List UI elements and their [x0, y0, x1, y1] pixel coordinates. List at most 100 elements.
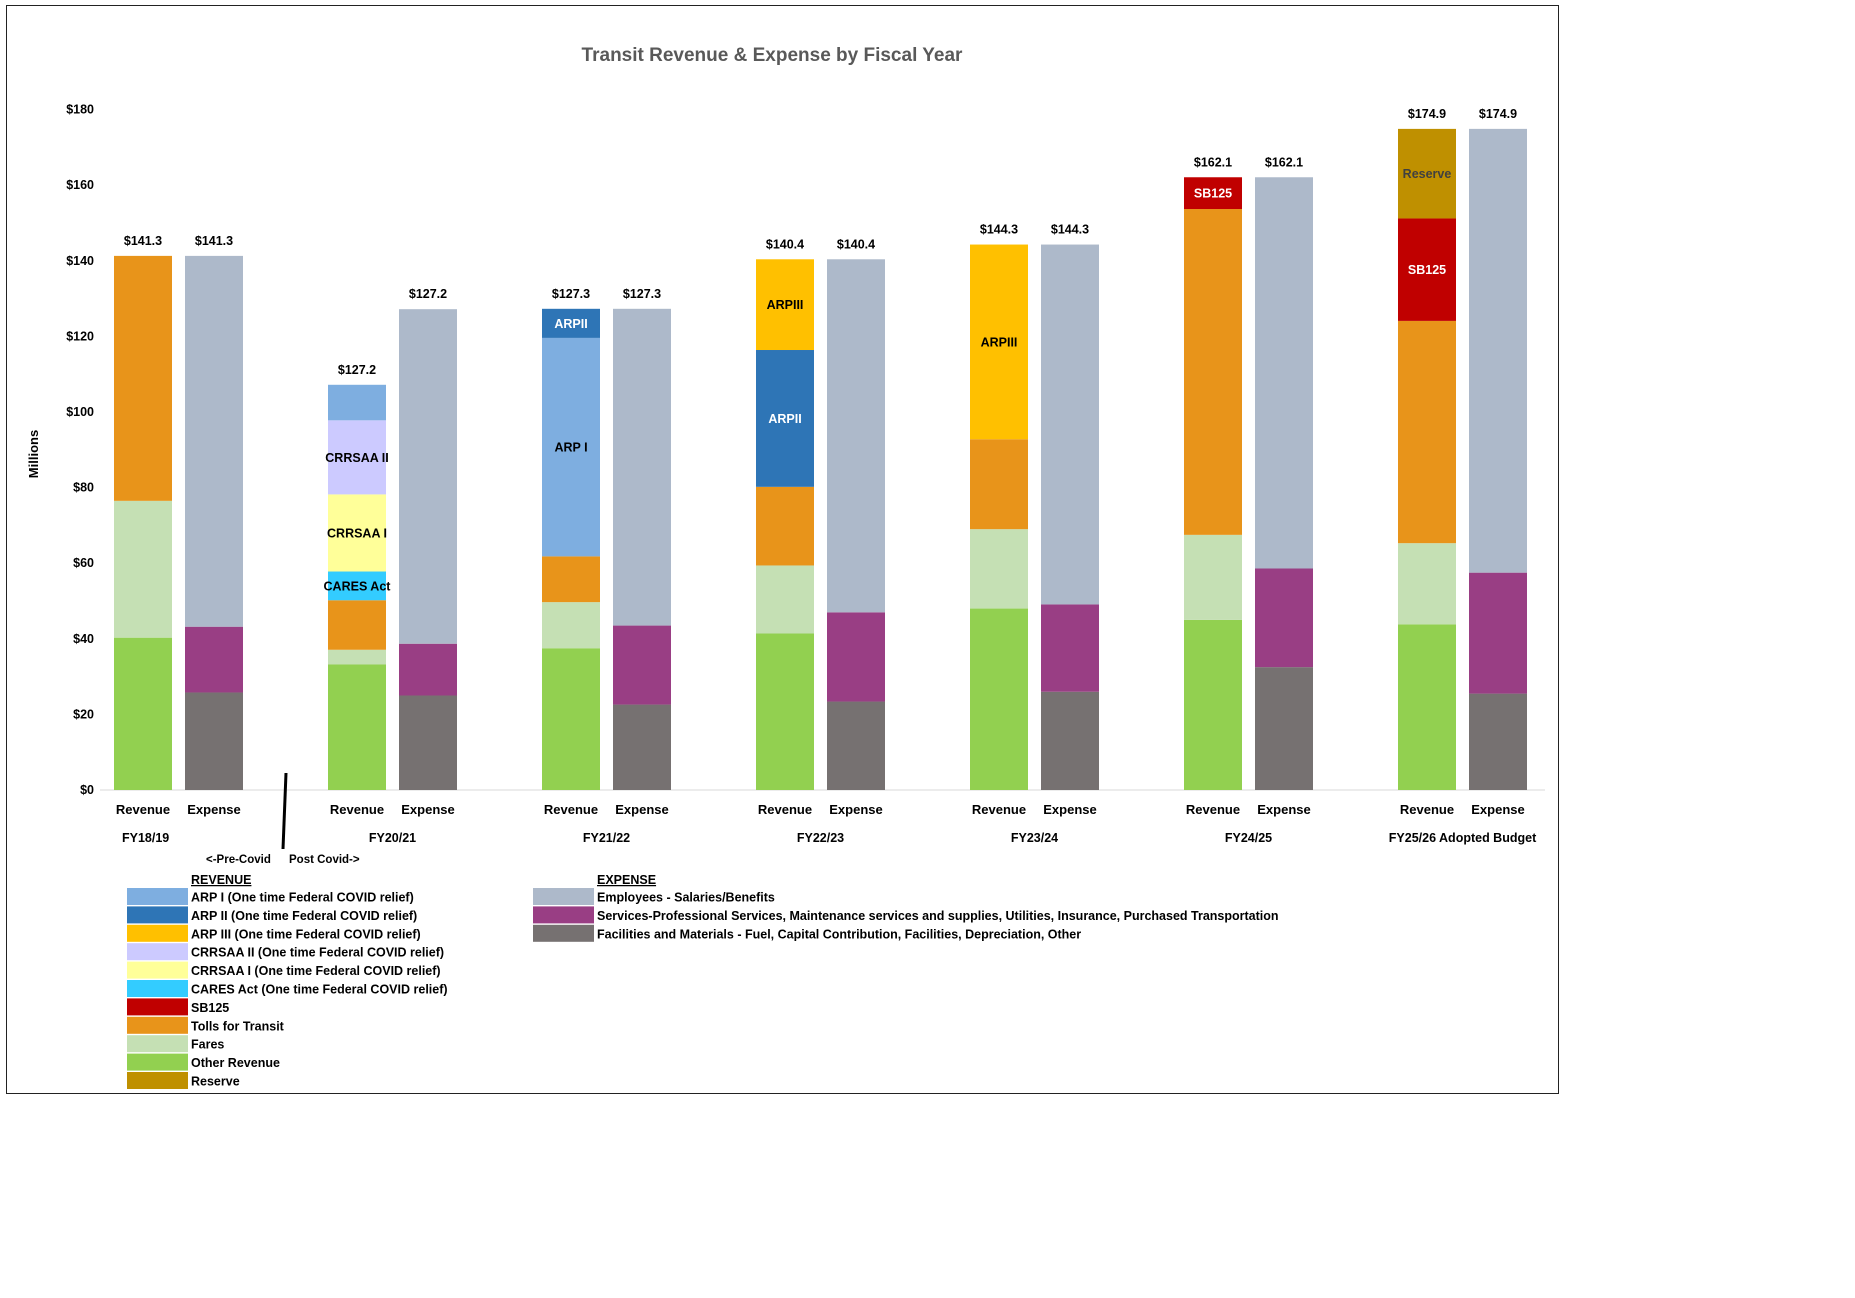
y-tick-label: $180: [66, 103, 94, 117]
bar-segment-fares: [328, 649, 386, 665]
bar-segment-tolls: [1398, 320, 1456, 544]
bar-group: SB125 Reserve $174.9 Revenue $174.9 Expense FY…: [1389, 107, 1537, 845]
bar-total-label: $144.3: [1051, 223, 1089, 237]
y-tick-label: $80: [73, 481, 94, 495]
bar-group: SB125 $162.1 Revenue $162.1 Expense FY24/25: [1184, 155, 1313, 845]
bar-total-label: $174.9: [1479, 107, 1517, 121]
bar-segment-fares: [1184, 534, 1242, 620]
bar-segment-facilities: [185, 692, 243, 790]
bar-segment-facilities: [399, 695, 457, 790]
bar-segment-arp1: [328, 384, 386, 421]
bar-segment-facilities: [827, 701, 885, 790]
legend-item-label: ARP III (One time Federal COVID relief): [191, 927, 421, 941]
bar-segment-crrsaa1: [328, 494, 386, 572]
bar-segment-fares: [114, 500, 172, 638]
pre-covid-label: <-Pre-Covid: [206, 854, 271, 866]
legend-expense-title: EXPENSE: [597, 873, 656, 887]
legend-swatch: [533, 924, 594, 942]
bar-category-label: Revenue: [758, 802, 812, 817]
bar-total-label: $127.3: [552, 287, 590, 301]
bar-total-label: $141.3: [124, 234, 162, 248]
segment-label: ARPIII: [767, 298, 804, 312]
bar-groups: $141.3 Revenue $141.3 Expense FY18/19 CARES A…: [114, 107, 1537, 845]
bar-segment-facilities: [1041, 691, 1099, 790]
legend-swatch: [127, 961, 188, 979]
bar-segment-services: [613, 625, 671, 705]
legend-swatch: [127, 1072, 188, 1089]
bar-category-label: Expense: [1043, 802, 1096, 817]
bar-segment-salaries: [1041, 244, 1099, 605]
y-tick-label: $120: [66, 329, 94, 343]
bar-segment-facilities: [1469, 693, 1527, 790]
segment-label: Reserve: [1403, 167, 1452, 181]
group-label: FY23/24: [1011, 831, 1058, 845]
y-tick-label: $160: [66, 178, 94, 192]
bar-category-label: Expense: [401, 802, 454, 817]
bar-total-label: $141.3: [195, 234, 233, 248]
bar-total-label: $127.2: [409, 287, 447, 301]
bar-segment-tolls: [970, 439, 1028, 530]
bar-segment-other-revenue: [542, 648, 600, 790]
bar-total-label: $144.3: [980, 223, 1018, 237]
bar-category-label: Revenue: [1400, 802, 1454, 817]
bar-segment-facilities: [1255, 667, 1313, 790]
bar-segment-services: [185, 626, 243, 693]
bar-segment-salaries: [827, 259, 885, 613]
legend-swatch: [127, 906, 188, 924]
segment-label: SB125: [1408, 263, 1446, 277]
legend-item-label: Tolls for Transit: [191, 1019, 285, 1033]
segment-label: ARPII: [768, 412, 801, 426]
post-covid-label: Post Covid->: [289, 854, 360, 866]
bar-group: $141.3 Revenue $141.3 Expense FY18/19: [114, 234, 243, 845]
bar-total-label: $162.1: [1194, 155, 1232, 169]
group-label: FY21/22: [583, 831, 630, 845]
y-tick-label: $40: [73, 632, 94, 646]
legend-swatch: [127, 888, 188, 905]
bar-total-label: $174.9: [1408, 107, 1446, 121]
bar-segment-services: [1469, 572, 1527, 694]
legend-item-label: Services-Professional Services, Maintena…: [597, 909, 1279, 923]
bar-segment-arp2: [542, 308, 600, 338]
bar-category-label: Expense: [187, 802, 240, 817]
bar-segment-sb125: [1398, 218, 1456, 321]
bar-category-label: Revenue: [116, 802, 170, 817]
y-tick-label: $0: [80, 783, 94, 797]
segment-label: CRRSAA II: [325, 451, 388, 465]
bar-segment-tolls: [328, 600, 386, 650]
bar-segment-arp1: [542, 337, 600, 557]
group-label: FY25/26 Adopted Budget: [1389, 831, 1537, 845]
y-tick-label: $60: [73, 556, 94, 570]
bar-group: ARPIII $144.3 Revenue $144.3 Expense FY23/24: [970, 223, 1099, 845]
group-label: FY18/19: [122, 831, 169, 845]
bar-category-label: Revenue: [544, 802, 598, 817]
bar-segment-tolls: [114, 255, 172, 501]
legend-swatch: [127, 1035, 188, 1053]
segment-label: ARPIII: [981, 335, 1018, 349]
legend-swatch: [127, 998, 188, 1016]
bar-segment-salaries: [1255, 177, 1313, 569]
bar-segment-tolls: [756, 486, 814, 566]
bar-segment-other-revenue: [114, 637, 172, 790]
chart-canvas: Transit Revenue & Expense by Fiscal Year…: [26, 45, 1545, 1089]
bar-segment-salaries: [1469, 128, 1527, 573]
segment-label: CRRSAA I: [327, 526, 387, 540]
legend-item-label: CRRSAA II (One time Federal COVID relief…: [191, 946, 444, 960]
bar-segment-crrsaa2: [328, 420, 386, 495]
legend-swatch: [533, 888, 594, 905]
bar-segment-sb125: [1184, 177, 1242, 210]
legend-item-label: ARP I (One time Federal COVID relief): [191, 891, 414, 905]
bar-total-label: $127.3: [623, 287, 661, 301]
legend: REVENUE ARP I (One time Federal COVID rel…: [127, 873, 1279, 1089]
segment-label: ARPII: [554, 317, 587, 331]
legend-item-label: Reserve: [191, 1075, 240, 1089]
bar-category-label: Revenue: [972, 802, 1026, 817]
bar-group: ARP I ARPII $127.3 Revenue $127.3 Expense FY21…: [542, 287, 671, 845]
bar-segment-salaries: [185, 255, 243, 627]
bar-segment-other-revenue: [1398, 624, 1456, 790]
bar-segment-reserve: [1398, 128, 1456, 219]
bar-segment-fares: [970, 529, 1028, 609]
bar-total-label: $140.4: [766, 237, 804, 251]
bar-segment-fares: [756, 565, 814, 634]
bar-category-label: Revenue: [1186, 802, 1240, 817]
bar-total-label: $162.1: [1265, 155, 1303, 169]
